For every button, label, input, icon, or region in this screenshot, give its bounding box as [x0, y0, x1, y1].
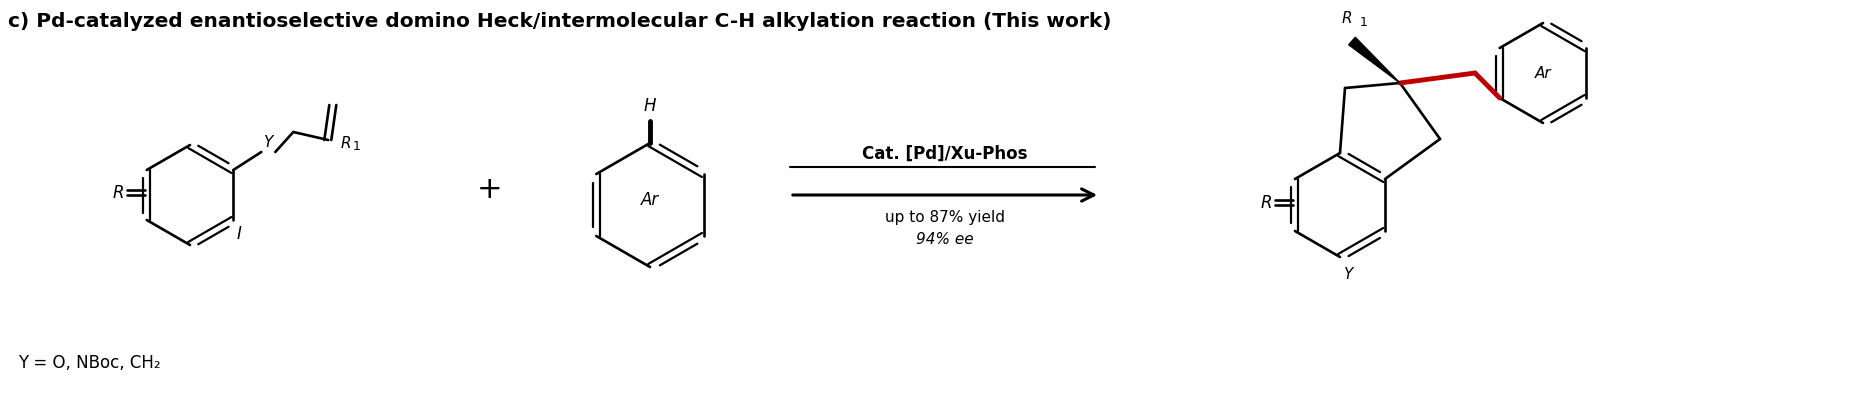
Text: R: R [1260, 194, 1273, 212]
Text: R: R [340, 136, 351, 150]
Text: R: R [112, 184, 123, 202]
Text: Y: Y [1344, 267, 1353, 282]
Polygon shape [1349, 37, 1400, 83]
Text: c) Pd-catalyzed enantioselective domino Heck/intermolecular C-H alkylation react: c) Pd-catalyzed enantioselective domino … [7, 12, 1112, 31]
Text: 1: 1 [1360, 16, 1368, 29]
Text: Ar: Ar [640, 191, 659, 209]
Text: Cat. [Pd]/Xu-Phos: Cat. [Pd]/Xu-Phos [862, 145, 1028, 163]
Text: I: I [237, 225, 241, 243]
Text: Y: Y [263, 135, 272, 150]
Text: 1: 1 [353, 140, 360, 154]
Text: R: R [1342, 11, 1353, 26]
Text: H: H [644, 97, 657, 115]
Text: +: + [478, 176, 502, 204]
Text: Ar: Ar [1534, 66, 1551, 80]
Text: 94% ee: 94% ee [916, 232, 974, 247]
Text: up to 87% yield: up to 87% yield [884, 210, 1006, 225]
Text: Y = O, NBoc, CH₂: Y = O, NBoc, CH₂ [19, 354, 160, 372]
